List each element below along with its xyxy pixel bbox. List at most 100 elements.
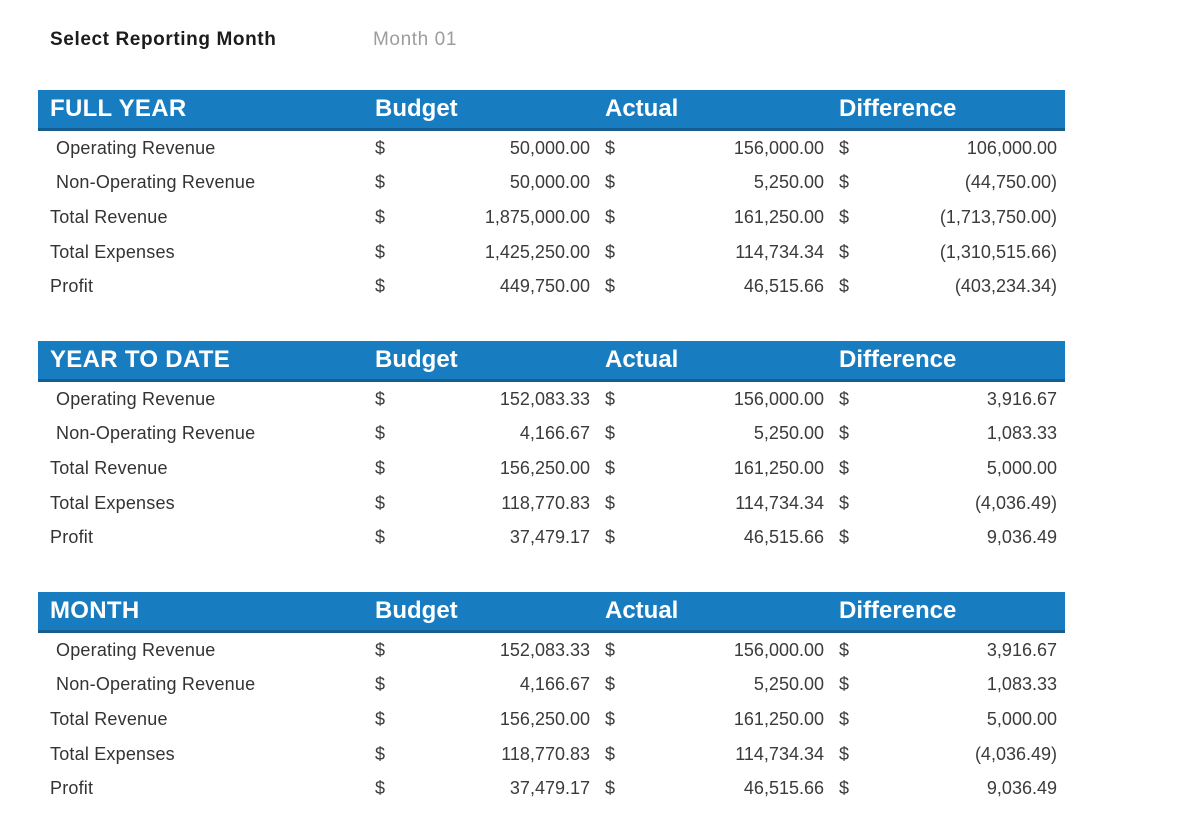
column-header-difference: Difference [839,95,957,122]
row-label: Operating Revenue [56,388,216,409]
actual-amount: 161,250.00 [733,206,824,227]
actual-amount: 161,250.00 [733,708,824,729]
cell-budget: $50,000.00 [368,172,598,193]
table-row: Operating Revenue $152,083.33 $156,000.00 $… [38,632,1065,668]
cell-difference: $1,083.33 [832,423,1065,444]
cell-actual: $114,734.34 [598,493,832,514]
currency-symbol: $ [605,778,616,799]
cell-budget: $156,250.00 [368,458,598,479]
cell-difference: $ (1,310,515.66) [832,242,1065,263]
section-title: FULL YEAR [50,95,187,122]
table-row: Total Revenue $156,250.00 $161,250.00 $5,00… [38,702,1065,737]
budget-amount: 118,770.83 [501,492,590,513]
cell-budget: $1,425,250.00 [368,242,598,263]
row-label: Total Expenses [50,241,175,262]
currency-symbol: $ [839,206,850,227]
currency-symbol: $ [605,276,616,297]
currency-symbol: $ [839,639,850,660]
section-header-year-to-date: YEAR TO DATE Budget Actual Difference [38,340,1065,382]
difference-amount: (1,713,750.00) [939,206,1057,227]
budget-amount: 449,750.00 [499,276,590,297]
cell-actual: $114,734.34 [598,242,832,263]
row-label: Total Revenue [50,457,168,478]
currency-symbol: $ [839,241,850,262]
cell-budget: $152,083.33 [368,389,598,410]
row-label: Non-Operating Revenue [56,674,256,695]
difference-amount: (4,036.49) [974,492,1057,513]
difference-amount: 1,083.33 [986,423,1057,444]
currency-symbol: $ [375,423,386,444]
column-header-difference: Difference [839,596,957,624]
table-row: Non-Operating Revenue $50,000.00 $5,250.00… [38,165,1065,201]
cell-difference: $ (44,750.00) [832,172,1065,193]
actual-amount: 156,000.00 [733,137,824,158]
cell-budget: $4,166.67 [368,423,598,444]
row-label: Total Revenue [50,206,168,227]
cell-budget: $118,770.83 [368,744,598,765]
currency-symbol: $ [605,423,616,444]
section-full-year: FULL YEAR Budget Actual Difference Operating… [38,90,1065,304]
currency-symbol: $ [375,778,386,799]
currency-symbol: $ [375,674,386,695]
currency-symbol: $ [375,206,386,227]
currency-symbol: $ [605,639,616,660]
table-row: Total Revenue $156,250.00 $161,250.00 $5,00… [38,451,1065,486]
cell-budget: $449,750.00 [368,276,598,297]
row-label: Operating Revenue [56,639,216,660]
difference-amount: 1,083.33 [986,674,1057,695]
cell-budget: $50,000.00 [368,138,598,159]
budget-amount: 156,250.00 [499,708,590,729]
difference-amount: 3,916.67 [986,388,1057,409]
cell-actual: $161,250.00 [598,458,832,479]
currency-symbol: $ [839,492,850,513]
currency-symbol: $ [839,388,850,409]
column-header-budget: Budget [375,596,458,624]
budget-amount: 4,166.67 [519,423,590,444]
budget-amount: 37,479.17 [509,778,590,799]
currency-symbol: $ [375,137,386,158]
actual-amount: 46,515.66 [743,527,824,548]
row-label: Total Expenses [50,743,175,764]
cell-actual: $156,000.00 [598,389,832,410]
column-header-actual: Actual [605,596,679,624]
currency-symbol: $ [375,639,386,660]
budget-amount: 118,770.83 [501,743,590,764]
currency-symbol: $ [375,743,386,764]
table-row: Total Expenses $1,425,250.00 $114,734.34 $(… [38,234,1065,270]
currency-symbol: $ [839,457,850,478]
row-label: Total Revenue [50,708,168,729]
table-row: Non-Operating Revenue $4,166.67 $5,250.00 $… [38,416,1065,452]
actual-amount: 46,515.66 [743,276,824,297]
currency-symbol: $ [375,708,386,729]
section-title: YEAR TO DATE [50,345,231,373]
table-row: Profit $37,479.17 $46,515.66 $9,036.49 [38,771,1065,806]
currency-symbol: $ [605,137,616,158]
currency-symbol: $ [839,778,850,799]
actual-amount: 156,000.00 [733,639,824,660]
cell-difference: $ (403,234.34) [832,276,1065,297]
budget-amount: 1,425,250.00 [484,241,590,262]
cell-actual: $161,250.00 [598,709,832,730]
currency-symbol: $ [375,276,386,297]
budget-amount: 152,083.33 [499,639,590,660]
cell-actual: $46,515.66 [598,778,832,799]
actual-amount: 5,250.00 [753,172,824,193]
actual-amount: 5,250.00 [753,423,824,444]
actual-amount: 5,250.00 [753,674,824,695]
cell-actual: $156,000.00 [598,640,832,661]
cell-difference: $9,036.49 [832,527,1065,548]
table-row: Profit $449,750.00 $46,515.66 $ (403,234.34) [38,269,1065,304]
cell-budget: $37,479.17 [368,778,598,799]
currency-symbol: $ [839,276,850,297]
cell-budget: $118,770.83 [368,493,598,514]
actual-amount: 114,734.34 [735,241,824,262]
currency-symbol: $ [605,674,616,695]
budget-amount: 50,000.00 [509,172,590,193]
currency-symbol: $ [375,457,386,478]
difference-amount: (403,234.34) [954,276,1057,297]
reporting-month-value[interactable]: Month 01 [373,29,458,50]
section-year-to-date: YEAR TO DATE Budget Actual Difference Operat… [38,340,1065,555]
cell-difference: $ (4,036.49) [832,493,1065,514]
currency-symbol: $ [375,388,386,409]
row-label: Profit [50,276,94,297]
